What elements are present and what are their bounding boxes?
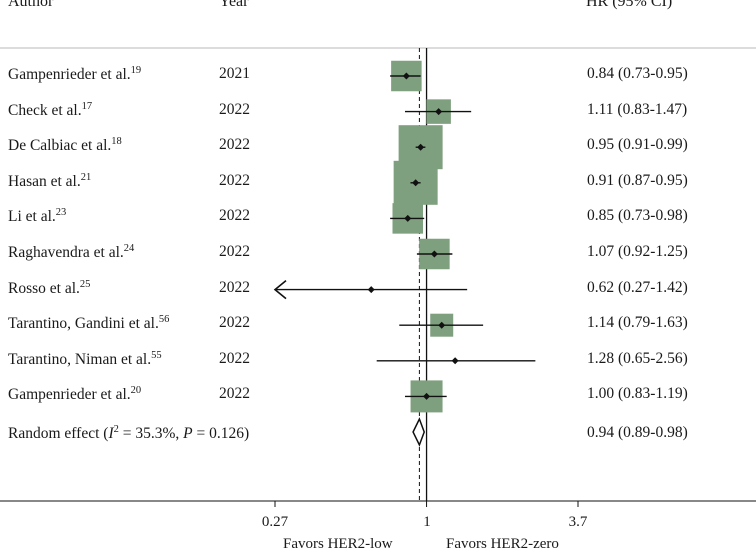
study-year: 2022: [219, 314, 250, 332]
study-hr-ci: 1.14 (0.79-1.63): [587, 314, 688, 332]
study-year: 2022: [219, 278, 250, 296]
study-hr-ci: 1.28 (0.65-2.56): [587, 349, 688, 367]
study-reference: 19: [130, 65, 142, 76]
hr-column-header: HR (95% CI): [586, 0, 673, 10]
study-point-estimate: [438, 321, 446, 329]
study-point-estimate: [423, 392, 431, 400]
study-author-label: Gampenrieder et al.20: [8, 385, 141, 404]
study-point-estimate: [430, 250, 438, 258]
study-author-name: Hasan et al.: [8, 172, 81, 190]
study-hr-ci: 0.84 (0.73-0.95): [587, 65, 688, 82]
x-tick-label-low: 0.27: [261, 514, 289, 530]
year-column-header: Year: [219, 0, 249, 10]
study-author-name: Li et al.: [8, 208, 56, 226]
study-author-label: De Calbiac et al.18: [8, 136, 122, 155]
x-tick-label-high: 3.7: [568, 514, 588, 530]
study-hr-ci: 1.07 (0.92-1.25): [587, 243, 688, 260]
study-point-estimate: [404, 214, 412, 222]
study-author-label: Raghavendra et al.24: [8, 243, 134, 262]
study-year: 2022: [219, 243, 250, 260]
study-point-estimate: [402, 72, 410, 80]
study-point-estimate: [451, 357, 459, 365]
study-hr-ci: 0.85 (0.73-0.98): [587, 207, 688, 225]
study-reference: 24: [123, 243, 135, 254]
study-year: 2022: [219, 136, 250, 154]
study-hr-ci: 0.95 (0.91-0.99): [587, 136, 688, 154]
study-author-name: Rosso et al.: [8, 279, 80, 297]
study-point-estimate: [417, 143, 425, 151]
x-tick-label-null: 1: [423, 514, 431, 530]
study-point-estimate: [435, 108, 443, 116]
study-author-name: De Calbiac et al.: [8, 137, 112, 155]
study-reference: 18: [111, 136, 122, 148]
study-year: 2021: [219, 65, 250, 82]
favors-right-label: Favors HER2-zero: [446, 536, 559, 552]
study-year: 2022: [219, 385, 250, 403]
study-reference: 20: [130, 385, 142, 397]
study-reference: 56: [158, 314, 170, 326]
study-hr-ci: 0.91 (0.87-0.95): [587, 171, 688, 189]
random-effect-label: Random effect (I2 = 35.3%, P = 0.126): [8, 424, 250, 442]
study-author-label: Tarantino, Gandini et al.56: [8, 314, 169, 333]
study-author-name: Tarantino, Gandini et al.: [8, 315, 159, 333]
favors-left-label: Favors HER2-low: [283, 536, 393, 552]
study-reference: 23: [55, 207, 67, 219]
study-point-estimate: [412, 179, 420, 187]
study-reference: 55: [151, 349, 162, 361]
study-reference: 21: [80, 171, 92, 183]
study-hr-ci: 1.11 (0.83-1.47): [587, 100, 688, 118]
study-author-name: Gampenrieder et al.: [8, 386, 131, 404]
study-year: 2022: [219, 349, 250, 367]
author-column-header: Author: [8, 0, 54, 10]
study-author-label: Rosso et al.25: [8, 279, 90, 298]
random-effect-hr: 0.94 (0.89-0.98): [587, 424, 688, 441]
study-author-name: Raghavendra et al.: [8, 244, 124, 261]
study-year: 2022: [219, 171, 250, 189]
study-author-name: Gampenrieder et al.: [8, 66, 131, 83]
study-reference: 17: [81, 100, 93, 112]
study-author-name: Check et al.: [8, 101, 82, 119]
study-year: 2022: [219, 100, 250, 118]
study-author-name: Tarantino, Niman et al.: [8, 350, 152, 368]
study-reference: 25: [79, 278, 91, 290]
study-author-label: Tarantino, Niman et al.55: [8, 350, 162, 369]
pooled-effect-diamond: [412, 417, 426, 447]
study-hr-ci: 1.00 (0.83-1.19): [587, 385, 688, 403]
ci-truncation-arrow: [273, 279, 287, 300]
study-author-label: Hasan et al.21: [8, 172, 91, 191]
study-author-label: Li et al.23: [8, 207, 66, 226]
study-author-label: Check et al.17: [8, 101, 92, 120]
study-author-label: Gampenrieder et al.19: [8, 65, 141, 84]
study-point-estimate: [367, 286, 375, 294]
study-hr-ci: 0.62 (0.27-1.42): [587, 278, 688, 296]
study-year: 2022: [219, 207, 250, 225]
